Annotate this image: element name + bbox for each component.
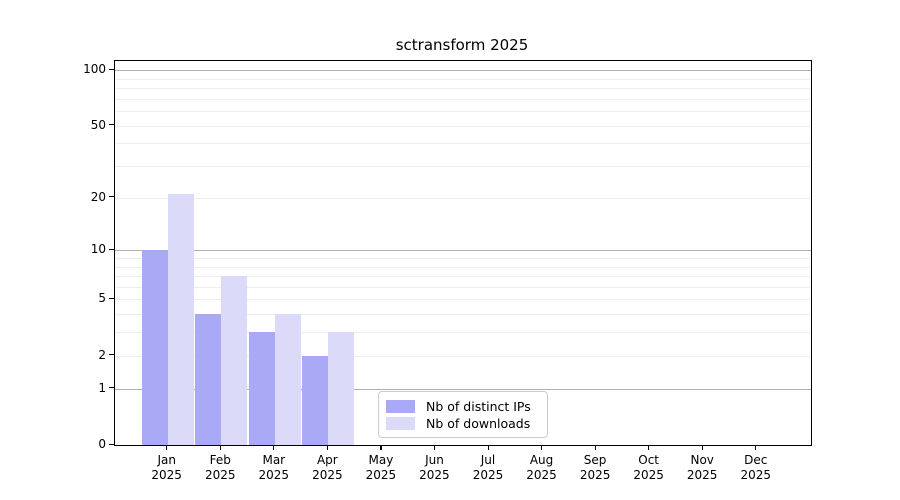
bar-downloads-jan bbox=[167, 193, 194, 445]
minor-gridline bbox=[115, 258, 811, 259]
minor-gridline bbox=[115, 332, 811, 334]
plot-area: Nb of distinct IPs Nb of downloads bbox=[114, 60, 812, 446]
minor-gridline bbox=[115, 88, 811, 90]
x-tick-year: 2025 bbox=[526, 468, 557, 482]
x-tick-year: 2025 bbox=[365, 468, 397, 482]
x-tick-mark bbox=[701, 445, 703, 450]
major-gridline bbox=[115, 70, 811, 72]
minor-gridline bbox=[115, 111, 811, 113]
x-tick-label: Apr 2025 bbox=[297, 453, 357, 483]
y-tick-label: 20 bbox=[90, 189, 106, 204]
legend-item-downloads: Nb of downloads bbox=[386, 415, 539, 431]
x-tick-year: 2025 bbox=[204, 468, 236, 482]
y-tick-mark bbox=[109, 297, 114, 300]
y-tick-label: 5 bbox=[98, 291, 106, 306]
x-tick-label: Sep 2025 bbox=[565, 453, 625, 483]
x-tick-label: Mar 2025 bbox=[244, 453, 304, 483]
y-tick-label: 0 bbox=[98, 437, 106, 451]
y-tick-mark bbox=[109, 443, 114, 445]
minor-gridline bbox=[115, 78, 811, 80]
y-tick-label: 2 bbox=[98, 347, 106, 362]
x-tick-label: Jul 2025 bbox=[458, 453, 518, 483]
y-tick-label: 10 bbox=[90, 242, 106, 257]
minor-gridline bbox=[115, 166, 811, 168]
bar-distinct-ips-feb bbox=[195, 314, 222, 445]
x-tick-mark bbox=[380, 445, 382, 450]
y-tick-label: 100 bbox=[83, 62, 106, 77]
x-tick-mark bbox=[541, 445, 543, 450]
x-tick-label: Feb 2025 bbox=[190, 453, 250, 483]
minor-gridline bbox=[115, 355, 811, 357]
x-tick-mark bbox=[648, 445, 650, 450]
major-gridline bbox=[115, 388, 811, 390]
y-tick-label: 1 bbox=[98, 380, 106, 395]
x-tick-mark bbox=[219, 445, 221, 450]
x-tick-label: Aug 2025 bbox=[512, 453, 572, 483]
x-tick-label: Oct 2025 bbox=[619, 453, 679, 483]
y-tick-mark bbox=[109, 248, 114, 250]
minor-gridline bbox=[115, 299, 811, 301]
x-tick-mark bbox=[273, 445, 275, 450]
x-tick-label: Dec 2025 bbox=[726, 453, 786, 483]
minor-gridline bbox=[115, 266, 811, 268]
minor-gridline bbox=[115, 276, 811, 278]
bar-downloads-feb bbox=[221, 276, 248, 445]
legend: Nb of distinct IPs Nb of downloads bbox=[378, 391, 548, 438]
x-tick-year: 2025 bbox=[686, 468, 718, 482]
major-gridline bbox=[115, 250, 811, 252]
bar-distinct-ips-apr bbox=[302, 355, 329, 445]
legend-label-downloads: Nb of downloads bbox=[426, 415, 531, 431]
legend-swatch-downloads bbox=[386, 416, 415, 430]
legend-label-distinct-ips: Nb of distinct IPs bbox=[426, 398, 531, 414]
x-tick-mark bbox=[487, 445, 489, 450]
y-tick-mark bbox=[109, 387, 114, 389]
bar-distinct-ips-jan bbox=[141, 250, 168, 445]
y-tick-label: 50 bbox=[90, 117, 106, 132]
x-tick-label: Nov 2025 bbox=[672, 453, 732, 483]
legend-item-distinct-ips: Nb of distinct IPs bbox=[386, 398, 539, 414]
x-tick-mark bbox=[755, 445, 757, 450]
x-tick-year: 2025 bbox=[419, 468, 450, 482]
x-tick-year: 2025 bbox=[258, 468, 290, 482]
minor-gridline bbox=[115, 314, 811, 316]
bar-downloads-mar bbox=[274, 314, 301, 445]
x-tick-year: 2025 bbox=[579, 468, 611, 482]
x-tick-label: Jan 2025 bbox=[137, 453, 197, 483]
x-tick-year: 2025 bbox=[472, 468, 504, 482]
x-tick-label: Jun 2025 bbox=[404, 453, 464, 483]
bar-distinct-ips-mar bbox=[248, 332, 275, 445]
minor-gridline bbox=[115, 143, 811, 145]
x-tick-year: 2025 bbox=[633, 468, 664, 482]
bar-downloads-apr bbox=[328, 332, 355, 445]
minor-gridline bbox=[115, 98, 811, 100]
minor-gridline bbox=[115, 286, 811, 288]
legend-swatch-distinct-ips bbox=[386, 399, 415, 413]
x-tick-year: 2025 bbox=[740, 468, 772, 482]
minor-gridline bbox=[115, 125, 811, 127]
y-tick-mark bbox=[109, 196, 114, 198]
chart-title: sctransform 2025 bbox=[395, 36, 529, 54]
x-tick-year: 2025 bbox=[151, 468, 182, 482]
y-tick-mark bbox=[109, 354, 114, 356]
y-tick-mark bbox=[109, 124, 114, 126]
x-tick-mark bbox=[433, 445, 436, 450]
minor-gridline bbox=[115, 197, 811, 199]
x-tick-mark bbox=[594, 445, 596, 450]
x-tick-mark bbox=[166, 445, 168, 450]
x-tick-mark bbox=[326, 445, 329, 450]
x-tick-year: 2025 bbox=[312, 468, 343, 482]
y-tick-mark bbox=[109, 68, 114, 70]
x-tick-label: May 2025 bbox=[351, 453, 411, 483]
